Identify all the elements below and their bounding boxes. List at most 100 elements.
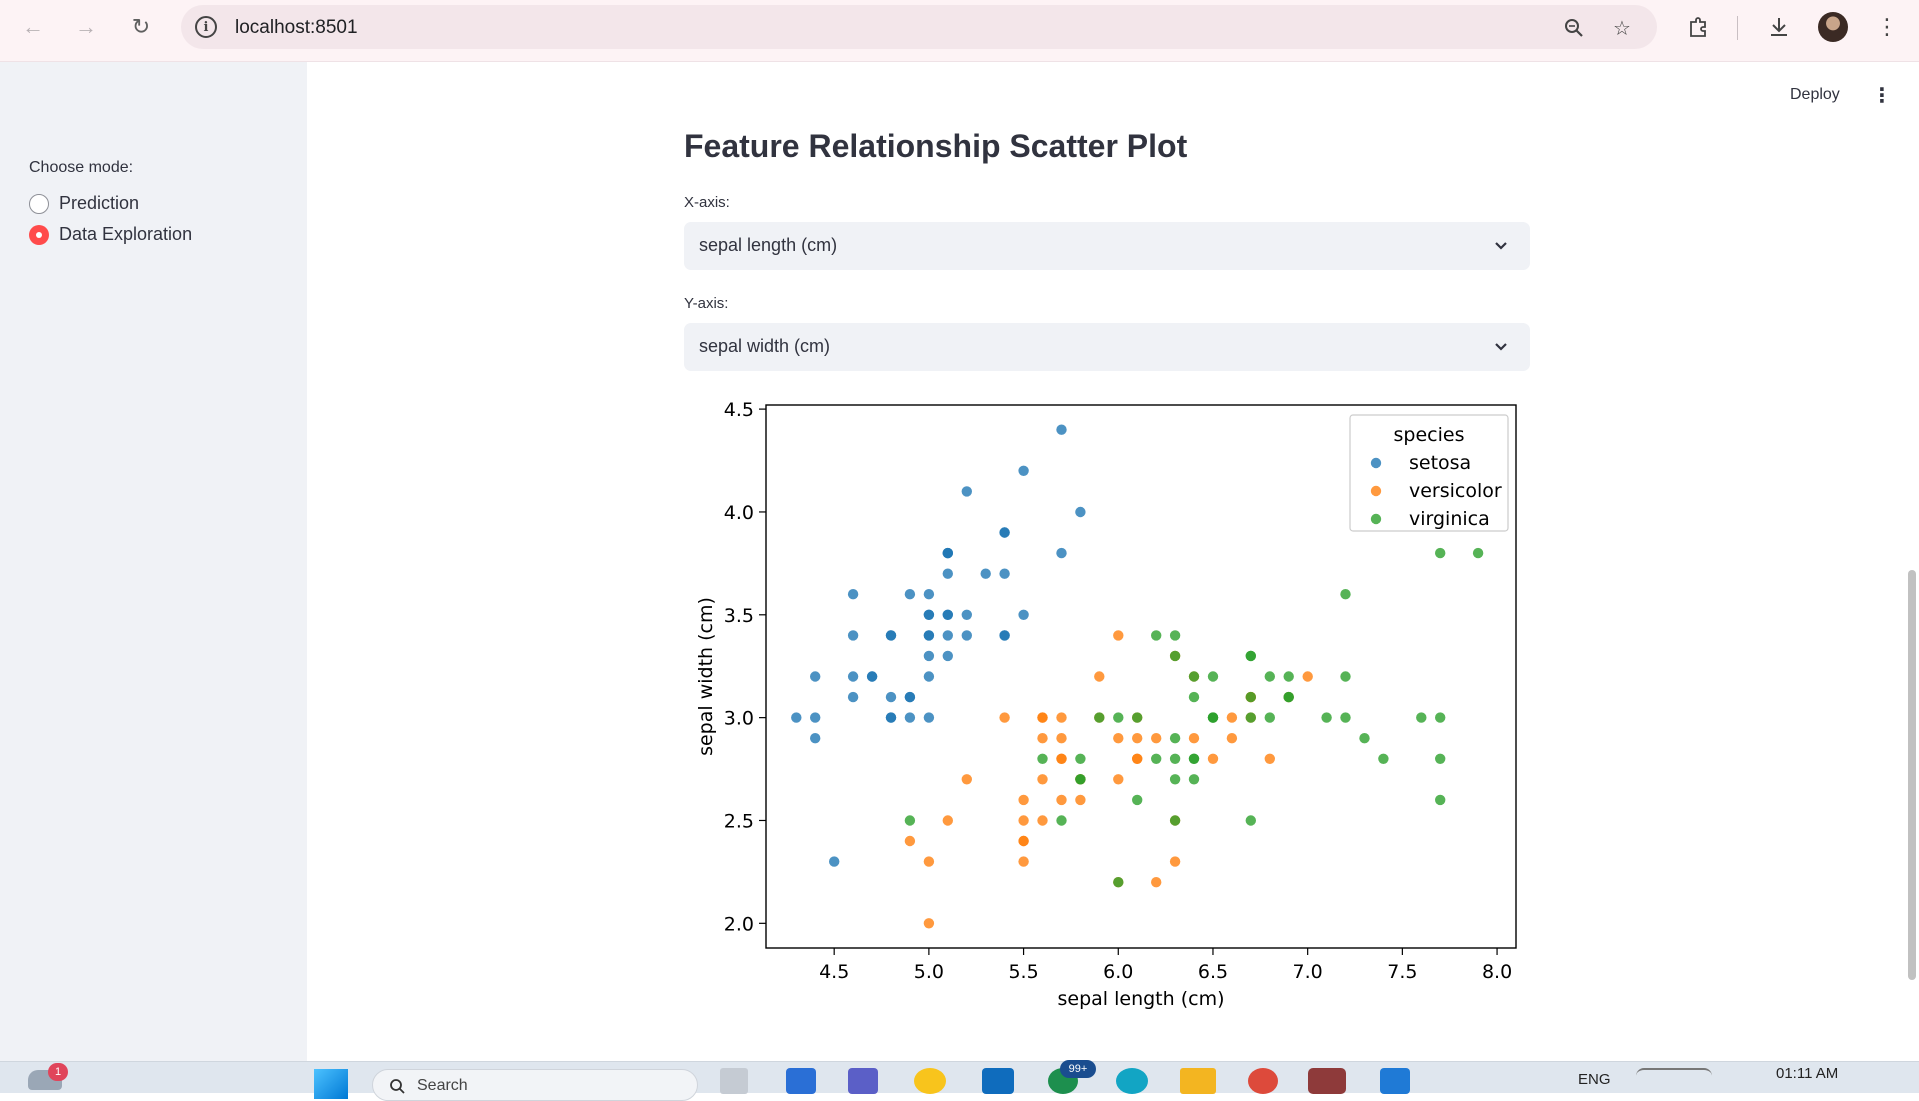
x-tick-label: 5.5 xyxy=(1008,961,1038,983)
bookmark-star-icon[interactable]: ☆ xyxy=(1613,17,1631,40)
radio-selected-icon[interactable] xyxy=(29,224,49,245)
data-point-setosa xyxy=(942,650,953,662)
y-tick-label: 2.5 xyxy=(724,810,754,832)
data-point-setosa xyxy=(791,712,802,723)
data-point-setosa xyxy=(942,568,953,579)
data-point-setosa xyxy=(1056,424,1067,435)
teams-icon[interactable] xyxy=(848,1068,878,1094)
data-point-virginica xyxy=(1340,671,1351,682)
y-axis-value[interactable]: sepal width (cm) xyxy=(699,336,831,356)
data-point-versicolor xyxy=(1094,671,1105,682)
copilot-icon[interactable] xyxy=(786,1068,816,1094)
data-point-versicolor xyxy=(999,712,1010,723)
data-point-versicolor xyxy=(1037,712,1048,723)
site-info-icon[interactable]: i xyxy=(195,16,217,38)
y-axis-select[interactable]: sepal width (cm) xyxy=(684,323,1530,371)
data-point-virginica xyxy=(1169,733,1181,744)
system-tray-icons[interactable] xyxy=(1636,1068,1712,1094)
data-point-versicolor xyxy=(1226,712,1238,723)
address-bar[interactable]: i localhost:8501 ☆ xyxy=(181,5,1657,49)
x-axis-value[interactable]: sepal length (cm) xyxy=(699,235,838,255)
data-point-virginica xyxy=(1264,671,1275,682)
download-icon[interactable] xyxy=(1764,12,1794,42)
data-point-virginica xyxy=(1151,753,1162,764)
data-point-setosa xyxy=(866,671,878,682)
edge-icon[interactable] xyxy=(1116,1068,1148,1094)
data-point-setosa xyxy=(923,589,935,600)
radio-label[interactable]: Data Exploration xyxy=(59,224,193,244)
data-point-setosa xyxy=(829,856,840,867)
data-point-setosa xyxy=(923,712,935,723)
legend-label: virginica xyxy=(1409,508,1490,530)
radio-circle-icon[interactable] xyxy=(29,193,49,214)
scatter-plot-svg: 4.5 5.0 5.5 6.0 6.5 7.0 7.5 8.0 2.0 2.5 3.0 3.5 4.0 4… xyxy=(695,399,1517,1010)
file-explorer-icon[interactable] xyxy=(1180,1068,1216,1094)
language-indicator[interactable]: ENG xyxy=(1578,1071,1611,1088)
data-point-virginica xyxy=(1113,877,1124,888)
radio-prediction[interactable]: Prediction xyxy=(29,193,139,214)
data-point-virginica xyxy=(1435,712,1446,723)
vscode-icon[interactable] xyxy=(1380,1068,1410,1094)
chrome-icon[interactable] xyxy=(1248,1068,1278,1094)
data-point-virginica xyxy=(1037,753,1048,764)
data-point-versicolor xyxy=(1075,794,1086,806)
data-point-virginica xyxy=(1188,671,1200,682)
data-point-setosa xyxy=(923,650,935,662)
data-point-setosa xyxy=(885,691,897,703)
x-axis-title: sepal length (cm) xyxy=(1058,988,1225,1010)
legend-label: versicolor xyxy=(1409,480,1502,502)
data-point-versicolor xyxy=(1132,733,1143,744)
start-icon[interactable] xyxy=(314,1069,348,1099)
data-point-virginica xyxy=(1472,547,1484,559)
url-text[interactable]: localhost:8501 xyxy=(235,17,358,38)
data-point-virginica xyxy=(1435,547,1446,559)
extensions-icon[interactable] xyxy=(1684,12,1714,42)
data-point-versicolor xyxy=(961,774,972,785)
data-point-virginica xyxy=(1188,753,1200,764)
data-point-setosa xyxy=(1018,609,1029,620)
profile-avatar[interactable] xyxy=(1818,12,1848,42)
search-placeholder[interactable]: Search xyxy=(417,1077,468,1094)
data-point-versicolor xyxy=(1113,733,1124,744)
task-view-icon[interactable] xyxy=(720,1068,748,1094)
app-menu-icon[interactable]: ⋮ xyxy=(1872,85,1892,107)
data-point-virginica xyxy=(1245,815,1256,826)
sidebar: Choose mode: Prediction Data Exploration xyxy=(0,62,307,1061)
data-point-versicolor xyxy=(1056,712,1067,723)
data-point-virginica xyxy=(1378,753,1389,764)
chrome-menu-icon[interactable]: ⋮ xyxy=(1876,14,1898,39)
data-point-versicolor xyxy=(1037,774,1048,785)
data-point-virginica xyxy=(1113,712,1124,723)
data-point-virginica xyxy=(1132,712,1143,723)
page-scrollbar[interactable] xyxy=(1908,570,1916,980)
data-point-versicolor xyxy=(1056,753,1067,764)
x-axis-select[interactable]: sepal length (cm) xyxy=(684,222,1530,270)
data-point-setosa xyxy=(1018,465,1029,476)
forward-icon[interactable]: → xyxy=(75,14,97,39)
edge-beta-icon[interactable] xyxy=(914,1068,946,1094)
data-point-virginica xyxy=(1283,671,1294,682)
chevron-down-icon[interactable] xyxy=(1490,336,1512,358)
reload-icon[interactable]: ↻ xyxy=(131,14,151,39)
data-point-versicolor xyxy=(1302,671,1313,682)
back-icon[interactable]: ← xyxy=(22,14,44,39)
data-point-setosa xyxy=(885,630,897,641)
data-point-setosa xyxy=(923,609,935,620)
data-point-virginica xyxy=(1207,712,1219,723)
data-point-virginica xyxy=(1075,774,1086,785)
radio-data-exploration[interactable]: Data Exploration xyxy=(29,224,192,245)
zoom-icon[interactable] xyxy=(1561,15,1587,41)
deploy-button[interactable]: Deploy xyxy=(1790,86,1840,103)
data-point-setosa xyxy=(923,630,935,641)
data-point-setosa xyxy=(1056,547,1067,559)
chevron-down-icon[interactable] xyxy=(1490,235,1512,257)
data-point-versicolor xyxy=(1018,794,1029,806)
chrome-profile-icon[interactable] xyxy=(1308,1068,1346,1094)
taskbar-search[interactable]: Search xyxy=(372,1069,698,1101)
radio-label[interactable]: Prediction xyxy=(59,193,140,213)
store-icon[interactable] xyxy=(982,1068,1014,1094)
legend-marker-setosa xyxy=(1370,457,1382,469)
data-point-setosa xyxy=(942,547,953,559)
clock-time[interactable]: 01:11 AM xyxy=(1776,1065,1839,1082)
data-point-setosa xyxy=(847,630,859,641)
